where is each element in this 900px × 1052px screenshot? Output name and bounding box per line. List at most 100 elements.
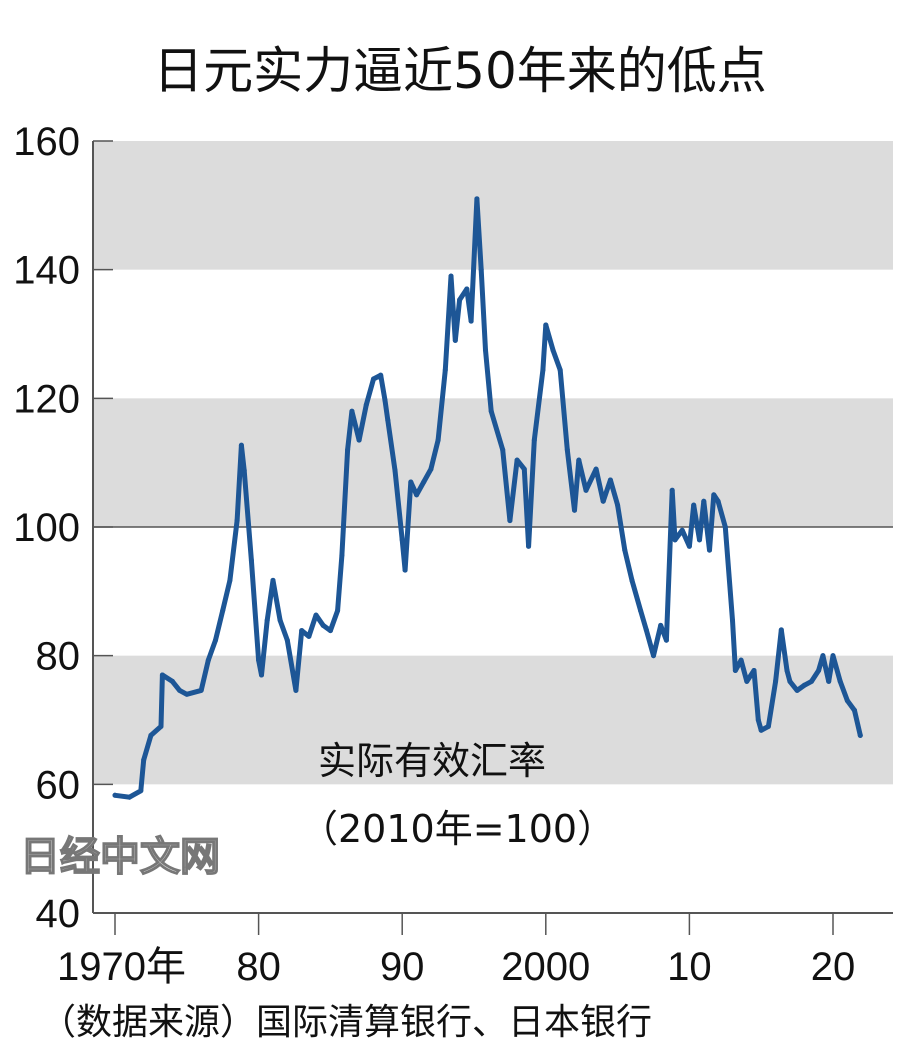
- data-point: [320, 622, 326, 628]
- data-point: [385, 417, 391, 423]
- data-point: [658, 622, 664, 628]
- data-point: [744, 678, 750, 684]
- shaded-band: [93, 141, 893, 270]
- data-point: [349, 408, 355, 414]
- data-point: [729, 617, 735, 623]
- data-point: [526, 543, 532, 549]
- data-point: [356, 437, 362, 443]
- x-tick-label: 80: [236, 945, 281, 989]
- data-point: [284, 637, 290, 643]
- data-point: [213, 637, 219, 643]
- data-point: [258, 672, 264, 678]
- watermark-logo: 日经中文网: [20, 834, 220, 880]
- data-point: [711, 492, 717, 498]
- data-point: [339, 552, 345, 558]
- data-point: [256, 657, 262, 663]
- data-point: [852, 707, 858, 713]
- data-point: [457, 297, 463, 303]
- data-point: [830, 653, 836, 659]
- data-point: [540, 367, 546, 373]
- data-point: [248, 557, 254, 563]
- data-point: [615, 502, 621, 508]
- data-point: [787, 678, 793, 684]
- data-point: [126, 794, 132, 800]
- data-point: [205, 657, 211, 663]
- x-tick-label: 90: [380, 945, 425, 989]
- data-point: [507, 518, 513, 524]
- data-point: [629, 577, 635, 583]
- data-point: [241, 467, 247, 473]
- data-point: [808, 678, 814, 684]
- data-point: [442, 367, 448, 373]
- data-point: [488, 408, 494, 414]
- data-point: [148, 732, 154, 738]
- source-note: （数据来源）国际清算银行、日本银行: [40, 1002, 652, 1043]
- data-point: [421, 479, 427, 485]
- annotation-base: （2010年=100）: [300, 807, 615, 851]
- data-point: [672, 537, 678, 543]
- data-point: [408, 479, 414, 485]
- data-point: [500, 447, 506, 453]
- data-point: [452, 337, 458, 343]
- data-point: [600, 498, 606, 504]
- data-point: [238, 442, 244, 448]
- data-point: [826, 678, 832, 684]
- data-point: [370, 376, 376, 382]
- data-point: [696, 537, 702, 543]
- data-point: [651, 653, 656, 659]
- data-point: [820, 653, 826, 659]
- data-point: [801, 682, 807, 688]
- data-point: [722, 524, 728, 530]
- y-tick-label: 140: [13, 249, 80, 293]
- ticks: 40 60 80 100 120 140 160 1970年 80 90 2000 10 20: [13, 120, 855, 989]
- data-point: [327, 628, 333, 634]
- y-tick-label: 160: [13, 120, 80, 164]
- data-point: [306, 633, 312, 639]
- data-point: [345, 447, 351, 453]
- data-point: [755, 717, 761, 723]
- data-point: [607, 477, 613, 483]
- data-point: [378, 372, 384, 378]
- data-point: [550, 347, 556, 353]
- data-point: [521, 466, 527, 472]
- data-point: [686, 543, 692, 549]
- data-point: [392, 467, 398, 473]
- data-point: [270, 577, 276, 583]
- data-point: [177, 687, 183, 693]
- data-point: [299, 628, 305, 634]
- data-point: [234, 518, 240, 524]
- data-point: [220, 608, 226, 614]
- data-point: [557, 367, 563, 373]
- data-point: [857, 732, 863, 738]
- data-point: [564, 447, 570, 453]
- chart-title: 日元实力逼近50年来的低点: [153, 42, 767, 100]
- y-tick-label: 120: [13, 377, 80, 421]
- data-point: [399, 537, 405, 543]
- data-point: [663, 637, 669, 643]
- data-point: [715, 498, 721, 504]
- data-point: [543, 322, 549, 328]
- y-tick-label: 80: [36, 635, 81, 679]
- x-tick-label: 2000: [501, 945, 590, 989]
- data-point: [773, 678, 779, 684]
- data-point: [837, 678, 843, 684]
- data-point: [784, 667, 790, 673]
- data-point: [264, 617, 270, 623]
- data-point: [474, 196, 480, 202]
- data-point: [138, 788, 144, 794]
- x-tick-label: 20: [811, 945, 856, 989]
- data-point: [669, 487, 675, 493]
- data-point: [758, 727, 764, 733]
- data-point: [583, 487, 589, 493]
- data-point: [751, 667, 757, 673]
- data-point: [435, 437, 441, 443]
- data-point: [141, 757, 147, 763]
- data-point: [402, 567, 408, 573]
- data-point: [313, 612, 319, 618]
- data-point: [732, 667, 738, 673]
- data-point: [293, 687, 299, 693]
- x-tick-label: 1970年: [57, 945, 186, 989]
- data-point: [816, 667, 822, 673]
- data-point: [482, 347, 488, 353]
